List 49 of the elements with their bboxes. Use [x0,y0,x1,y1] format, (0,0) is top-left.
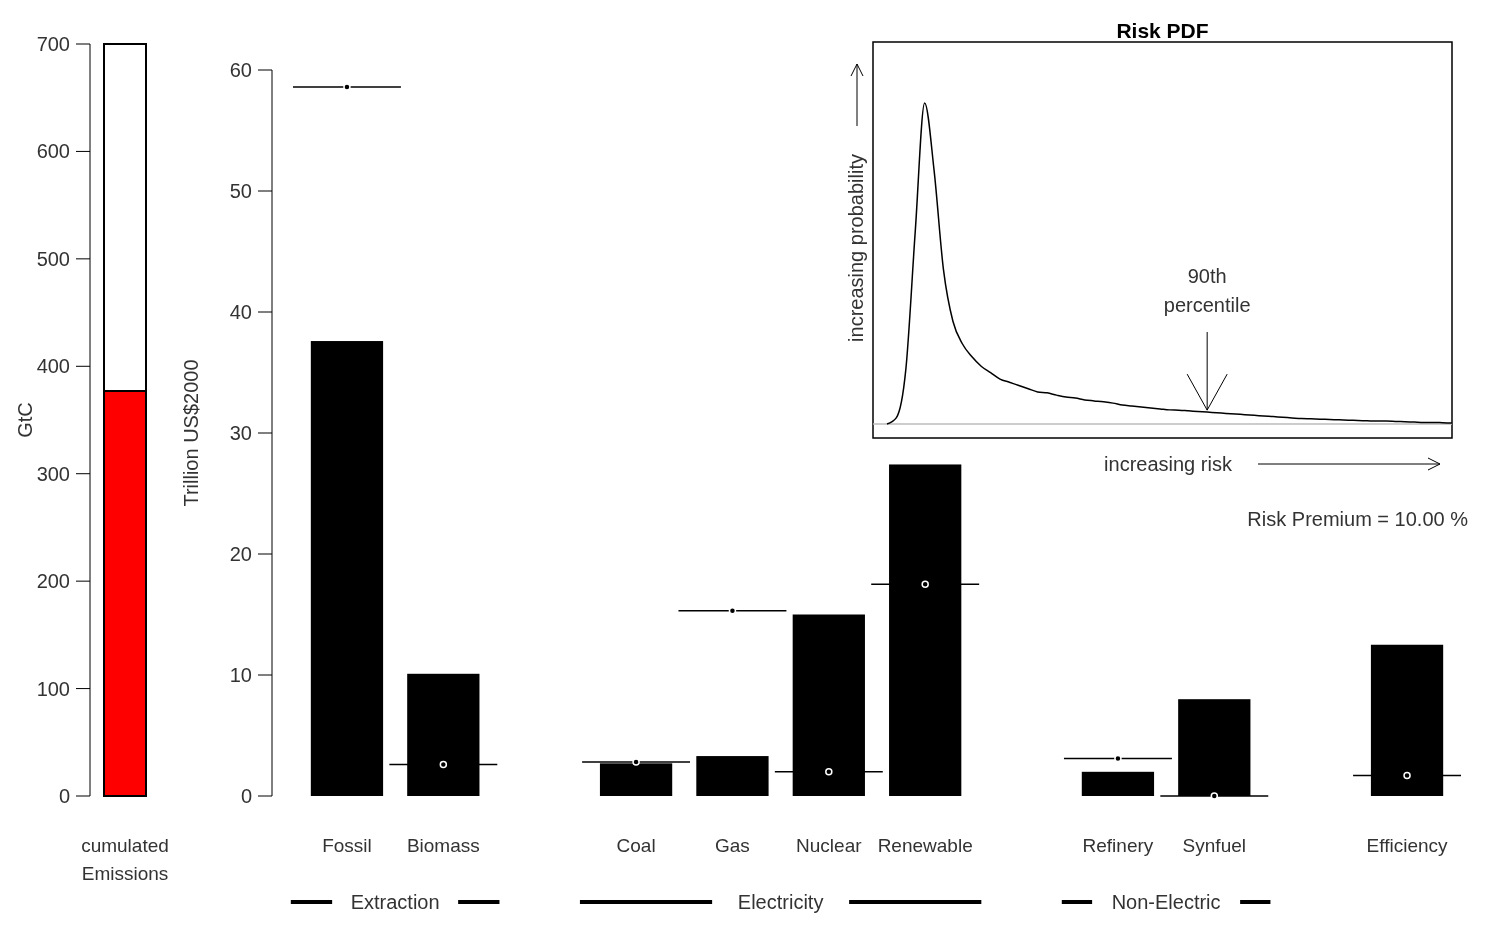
point [921,580,929,588]
bar [696,756,769,796]
y-tick-label: 50 [229,180,252,202]
x-tick-label: Coal [616,835,656,856]
point [1210,792,1219,800]
y-tick-label: 500 [36,247,70,270]
point [632,758,640,766]
chart-title: Risk PDF [1116,19,1209,42]
y-tick-label: 30 [229,422,252,444]
annotation: 90th percentile [1163,265,1251,316]
y-tick-label: 10 [229,664,252,686]
y-tick-label: 600 [36,140,70,163]
x-axis-title: increasing risk [1104,453,1233,475]
x-tick-label: Synfuel [1182,835,1246,856]
y-tick-label: 700 [36,33,70,55]
x-tick-label: Biomass [406,835,480,856]
point [343,83,351,91]
y-tick-label: 40 [229,301,252,323]
y-axis-title: GtC [14,402,36,438]
y-tick-label: 20 [229,543,252,565]
y-tick-label: 0 [240,785,252,807]
text: Electricity [737,891,824,913]
bar [310,341,384,796]
y-tick-label: 400 [36,355,70,378]
x-tick-label: Efficiency [1366,835,1449,856]
y-tick-label: 300 [36,462,70,485]
y-axis-title: increasing probability [845,154,867,342]
x-tick-label: Refinery [1082,835,1154,856]
annotation: Risk Premium = 10.00 % [1247,508,1469,530]
y-tick-label: 200 [36,570,70,593]
y-tick-label: 60 [229,59,252,81]
point [1403,771,1411,780]
point [439,760,448,769]
y-tick-label: 100 [36,677,70,700]
bar [1370,644,1444,796]
bar [889,464,962,796]
y-tick-label: 0 [58,785,70,807]
y-axis-title: Trillion US$2000 [180,359,202,507]
point [825,768,833,776]
x-tick-label: Renewable [877,835,973,856]
x-tick-label: Fossil [322,835,372,856]
x-tick-label: Nuclear [796,835,863,856]
bar [407,673,480,796]
bar [1081,771,1155,796]
x-tick-label: Gas [715,835,750,856]
text: Non-Electric [1111,891,1221,913]
text: Extraction [350,891,440,913]
x-tick-label: cumulated Emissions [81,835,169,884]
bar [792,614,865,796]
